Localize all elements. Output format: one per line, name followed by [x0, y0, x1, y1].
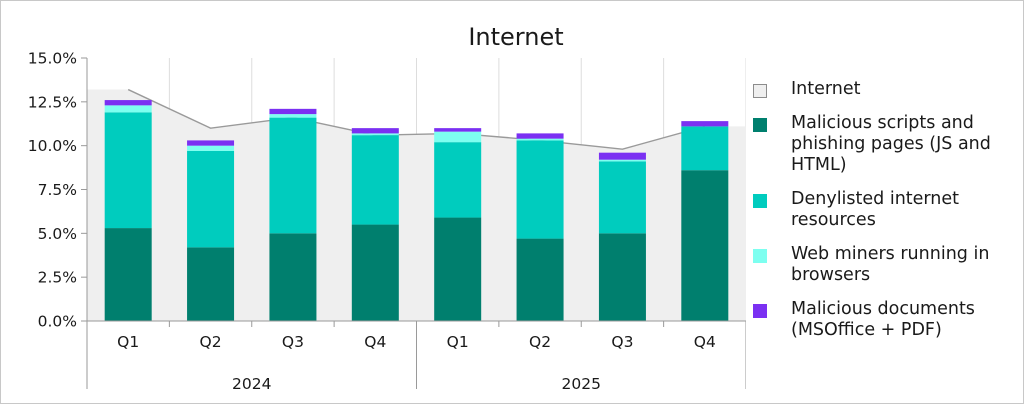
bar-segment	[516, 238, 564, 321]
bar-segment	[269, 108, 317, 115]
legend-swatch-denylisted-resources	[753, 194, 767, 208]
legend-item-web-miners: Web miners running in browsers	[753, 244, 1021, 286]
chart-legend: Internet Malicious scripts and phishing …	[753, 79, 1021, 354]
bar-segment	[104, 228, 152, 321]
y-tick-label: 0.0%	[38, 313, 77, 331]
legend-item-denylisted-resources: Denylisted internet resources	[753, 189, 1021, 231]
legend-swatch-malicious-scripts	[753, 118, 767, 132]
bar-segment	[434, 128, 482, 132]
y-tick-label: 2.5%	[38, 269, 77, 287]
legend-item-malicious-documents: Malicious documents (MSOffice + PDF)	[753, 299, 1021, 341]
x-tick-label: Q4	[364, 333, 386, 351]
bar-segment	[269, 117, 317, 234]
x-tick-label: Q3	[282, 333, 304, 351]
bar-segment	[516, 140, 564, 239]
legend-item-malicious-scripts: Malicious scripts and phishing pages (JS…	[753, 113, 1021, 176]
x-group-label: 2025	[562, 375, 601, 393]
legend-label-internet: Internet	[791, 79, 861, 99]
y-tick-label: 5.0%	[38, 225, 77, 243]
x-tick-label: Q2	[529, 333, 551, 351]
bar-segment	[351, 224, 399, 321]
y-tick-label: 12.5%	[28, 93, 77, 111]
bar-segment	[187, 145, 235, 151]
bar-segment	[104, 100, 152, 106]
bar-segment	[681, 126, 729, 171]
legend-label-web-miners: Web miners running in browsers	[791, 244, 990, 285]
y-tick-label: 15.0%	[28, 50, 77, 68]
legend-label-denylisted-resources: Denylisted internet resources	[791, 189, 960, 230]
bar-segment	[434, 217, 482, 321]
bar-segment	[351, 135, 399, 225]
legend-swatch-web-miners	[753, 249, 767, 263]
bar-segment	[681, 170, 729, 321]
bar-segment	[598, 233, 646, 321]
internet-area	[87, 89, 746, 321]
y-tick-label: 7.5%	[38, 181, 77, 199]
bar-segment	[187, 140, 235, 146]
bar-segment	[269, 114, 317, 118]
bar-segment	[516, 133, 564, 139]
bar-segment	[187, 150, 235, 248]
y-tick-label: 10.0%	[28, 137, 77, 155]
bar-segment	[269, 233, 317, 321]
legend-label-malicious-scripts: Malicious scripts and phishing pages (JS…	[791, 113, 991, 175]
bar-segment	[434, 131, 482, 143]
bar-segment	[351, 133, 399, 136]
legend-swatch-internet	[753, 84, 767, 98]
x-tick-label: Q2	[200, 333, 222, 351]
bar-segment	[187, 247, 235, 321]
internet-line	[127, 88, 705, 150]
bar-segment	[104, 112, 152, 229]
internet-chart: 0.0% 2.5% 5.0% 7.5% 10.0% 12.5% 15.0% Q1 Q2 Q3 Q4 Q…	[28, 23, 746, 393]
x-tick-label: Q3	[611, 333, 633, 351]
bar-segment	[434, 142, 482, 218]
bar-segment	[516, 138, 564, 141]
x-tick-label: Q1	[447, 333, 469, 351]
legend-label-malicious-documents: Malicious documents (MSOffice + PDF)	[791, 299, 975, 340]
bar-segment	[104, 105, 152, 113]
bar-segment	[598, 159, 646, 162]
legend-swatch-malicious-documents	[753, 304, 767, 318]
x-tick-label: Q1	[117, 333, 139, 351]
bar-segment	[351, 128, 399, 134]
x-tick-label: Q4	[694, 333, 716, 351]
bar-segment	[681, 121, 729, 127]
x-group-label: 2024	[232, 375, 271, 393]
bar-segment	[598, 152, 646, 160]
legend-item-internet: Internet	[753, 79, 1021, 100]
bar-segment	[598, 161, 646, 234]
chart-title: Internet	[468, 23, 563, 51]
